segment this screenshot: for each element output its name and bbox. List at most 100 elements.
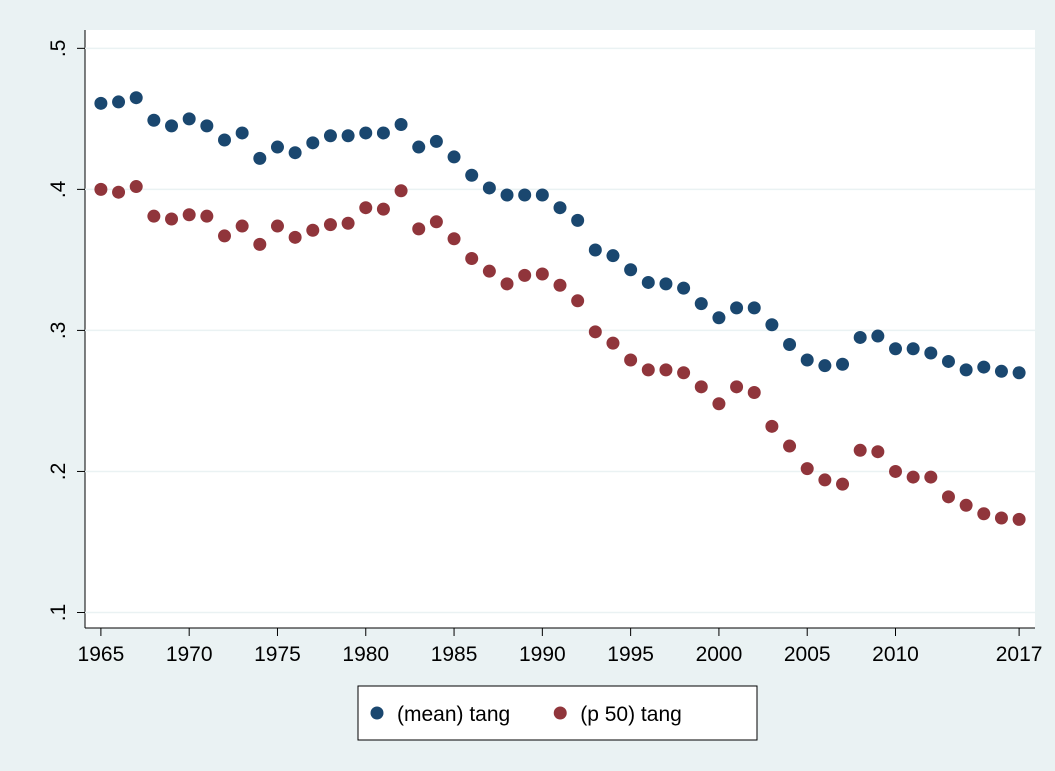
point (147, 209, 161, 223)
point (447, 150, 461, 164)
point (200, 119, 214, 133)
point (747, 385, 761, 399)
x-tick-label: 1995 (607, 643, 654, 666)
x-tick-label: 1970 (166, 643, 213, 666)
point (200, 209, 214, 223)
point (588, 243, 602, 257)
point (129, 180, 143, 194)
point (889, 464, 903, 478)
point (624, 263, 638, 277)
point (429, 215, 443, 229)
point (747, 301, 761, 315)
point (112, 95, 126, 109)
point (482, 264, 496, 278)
point (429, 134, 443, 148)
point (836, 477, 850, 491)
point (182, 208, 196, 222)
point (730, 380, 744, 394)
point (571, 213, 585, 227)
x-tick-label: 2017 (996, 643, 1043, 666)
point (553, 201, 567, 215)
point (94, 96, 108, 110)
point (800, 462, 814, 476)
point (977, 507, 991, 521)
point (376, 126, 390, 140)
y-tick-label: .3 (47, 322, 70, 340)
point (359, 126, 373, 140)
point (394, 117, 408, 131)
point (235, 126, 249, 140)
point (836, 357, 850, 371)
point (500, 188, 514, 202)
point (1012, 366, 1026, 380)
legend-marker (553, 706, 567, 720)
point (217, 133, 231, 147)
point (253, 151, 267, 165)
point (924, 346, 938, 360)
point (641, 363, 655, 377)
point (659, 277, 673, 291)
point (412, 222, 426, 236)
point (535, 267, 549, 281)
x-tick-label: 1980 (342, 643, 389, 666)
point (906, 342, 920, 356)
point (447, 232, 461, 246)
point (959, 363, 973, 377)
point (871, 329, 885, 343)
point (500, 277, 514, 291)
x-tick-label: 1975 (254, 643, 301, 666)
point (94, 182, 108, 196)
point (853, 330, 867, 344)
y-tick-label: .1 (47, 604, 70, 622)
point (677, 366, 691, 380)
point (306, 136, 320, 150)
y-tick-label: .5 (47, 40, 70, 58)
point (765, 318, 779, 332)
point (800, 353, 814, 367)
legend: (mean) tang (p 50) tang (357, 685, 758, 741)
legend-label: (p 50) tang (580, 703, 682, 726)
point (571, 294, 585, 308)
point (323, 218, 337, 232)
point (783, 439, 797, 453)
point (129, 91, 143, 105)
point (712, 311, 726, 325)
point (871, 445, 885, 459)
point (288, 146, 302, 160)
point (359, 201, 373, 215)
point (376, 202, 390, 216)
point (165, 119, 179, 133)
point (482, 181, 496, 195)
point (518, 188, 532, 202)
point (306, 223, 320, 237)
point (853, 443, 867, 457)
point (783, 338, 797, 352)
point (624, 353, 638, 367)
point (394, 184, 408, 198)
point (165, 212, 179, 226)
point (730, 301, 744, 315)
point (994, 511, 1008, 525)
point (694, 380, 708, 394)
point (253, 237, 267, 251)
x-tick-label: 1965 (78, 643, 125, 666)
y-tick-label: .4 (47, 180, 70, 198)
point (553, 278, 567, 292)
point (465, 168, 479, 182)
point (518, 268, 532, 282)
point (694, 297, 708, 311)
point (147, 113, 161, 127)
point (641, 275, 655, 289)
x-tick-label: 2000 (696, 643, 743, 666)
plot-area (85, 30, 1035, 628)
point (412, 140, 426, 154)
point (182, 112, 196, 126)
point (906, 470, 920, 484)
point (235, 219, 249, 233)
y-tick-label: .2 (47, 463, 70, 481)
x-tick-label: 2010 (872, 643, 919, 666)
legend-label: (mean) tang (397, 703, 510, 726)
point (606, 336, 620, 350)
point (112, 185, 126, 199)
